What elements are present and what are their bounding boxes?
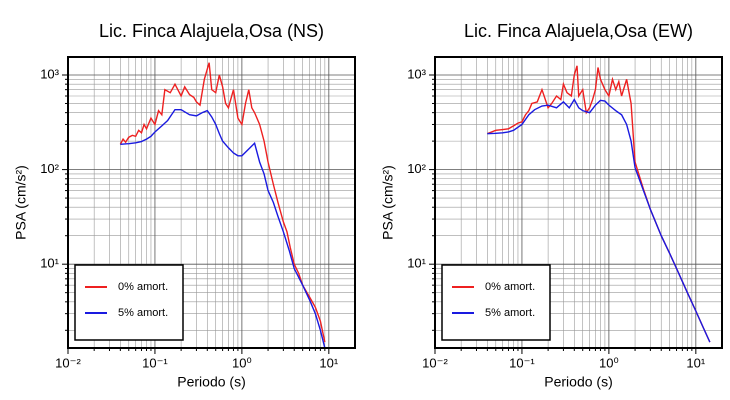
x-tick-label: 10⁻¹: [509, 355, 535, 370]
y-tick-label: 10³: [407, 66, 426, 81]
y-tick-label: 10¹: [407, 256, 426, 271]
series-line: [487, 98, 711, 343]
x-tick-label: 10⁻¹: [142, 355, 168, 370]
chart-title: Lic. Finca Alajuela,Osa (NS): [99, 21, 324, 41]
panel: Lic. Finca Alajuela,Osa (NS) Periodo (s) P…: [13, 21, 356, 390]
x-axis-label: Periodo (s): [544, 374, 612, 390]
legend-box: [441, 264, 551, 341]
y-tick-label: 10²: [40, 161, 59, 176]
legend-label: 5% amort.: [485, 307, 535, 319]
panel: Lic. Finca Alajuela,Osa (EW) Periodo (s) P…: [380, 21, 723, 390]
x-tick-label: 10⁰: [232, 355, 252, 370]
plot-frame: [434, 56, 723, 349]
plot-frame: [67, 56, 356, 349]
legend-box: [74, 264, 184, 341]
legend-label: 0% amort.: [118, 281, 168, 293]
x-tick-label: 10⁻²: [55, 355, 81, 370]
y-tick-label: 10²: [407, 161, 426, 176]
legend-label: 5% amort.: [118, 307, 168, 319]
x-tick-label: 10¹: [319, 355, 338, 370]
x-tick-label: 10⁻²: [422, 355, 448, 370]
series-line: [119, 62, 326, 343]
chart-title: Lic. Finca Alajuela,Osa (EW): [464, 21, 693, 41]
y-axis-label: PSA (cm/s²): [380, 165, 396, 240]
x-tick-label: 10⁰: [599, 355, 619, 370]
x-axis-label: Periodo (s): [177, 374, 245, 390]
y-tick-label: 10³: [40, 66, 59, 81]
x-tick-label: 10¹: [686, 355, 705, 370]
y-tick-label: 10¹: [40, 256, 59, 271]
series-line: [120, 108, 326, 348]
legend-label: 0% amort.: [485, 281, 535, 293]
y-axis-label: PSA (cm/s²): [13, 165, 29, 240]
